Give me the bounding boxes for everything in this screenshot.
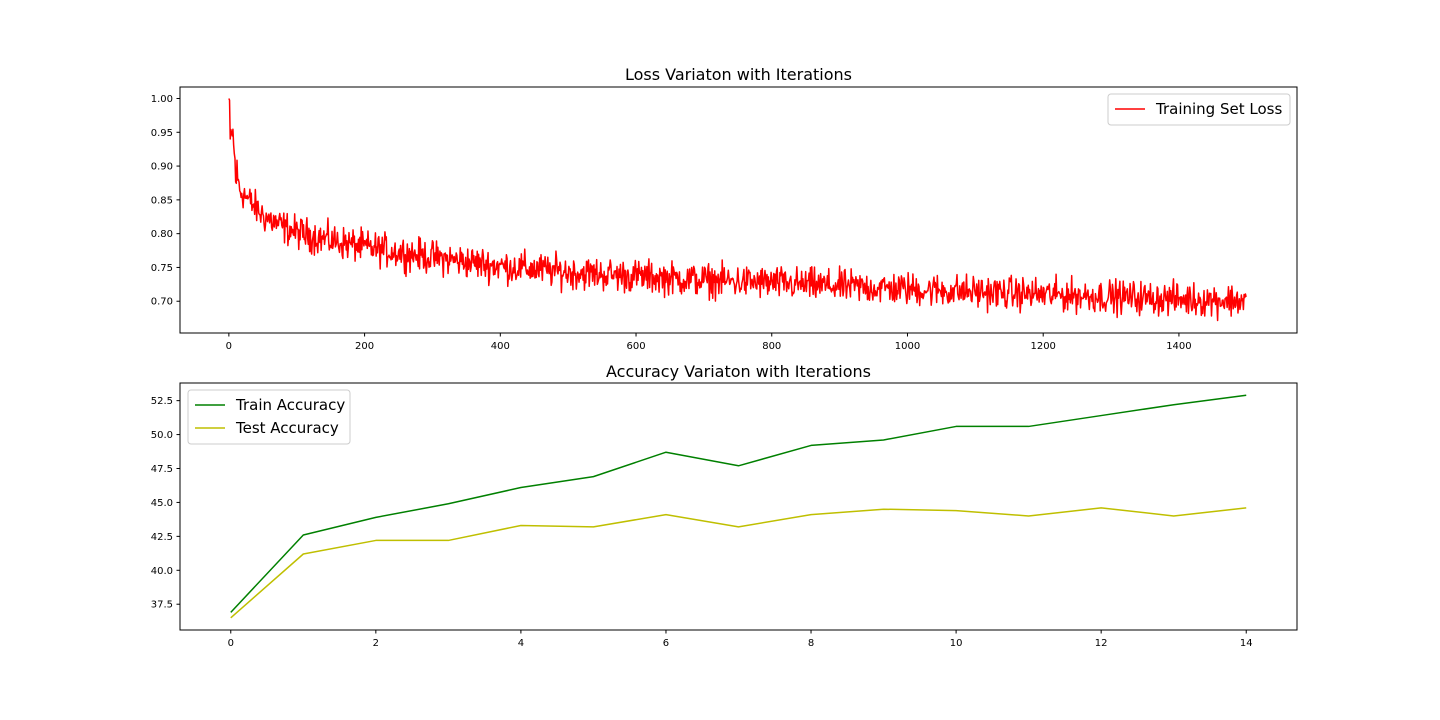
y-tick-label: 1.00	[151, 94, 173, 105]
legend-label: Test Accuracy	[235, 419, 339, 437]
x-tick-label: 4	[518, 638, 524, 649]
legend-box	[1107, 93, 1291, 126]
y-tick-label: 0.70	[151, 297, 173, 308]
x-tick-label: 1200	[1030, 341, 1055, 352]
plot-frame	[179, 86, 1298, 334]
y-tick-label: 47.5	[151, 464, 173, 475]
chart-panel-2: Accuracy Variaton with Iterations 0 2 4 6 8 10…	[151, 362, 1298, 649]
x-tick-label: 8	[808, 638, 814, 649]
x-tick-label: 800	[762, 341, 781, 352]
x-tick-label: 200	[355, 341, 374, 352]
x-tick-label: 1000	[895, 341, 920, 352]
legend: Training Set Loss	[1107, 93, 1291, 126]
y-tick-label: 0.90	[151, 162, 173, 173]
x-tick-label: 0	[228, 638, 234, 649]
x-tick-label: 2	[373, 638, 379, 649]
series-line-training-set-loss	[228, 98, 1247, 322]
x-tick-label: 14	[1240, 638, 1253, 649]
legend-box	[187, 389, 351, 445]
x-tick-label: 12	[1095, 638, 1108, 649]
x-tick-label: 400	[491, 341, 510, 352]
series-line-test-accuracy	[230, 507, 1247, 619]
x-tick-label: 1400	[1166, 341, 1191, 352]
legend-label: Train Accuracy	[235, 396, 345, 414]
x-tick-label: 0	[226, 341, 232, 352]
legend: Train Accuracy Test Accuracy	[187, 389, 351, 445]
y-tick-label: 45.0	[151, 498, 173, 509]
y-tick-label: 0.95	[151, 128, 173, 139]
x-tick-label: 600	[626, 341, 645, 352]
y-tick-label: 0.80	[151, 229, 173, 240]
y-tick-label: 50.0	[151, 430, 173, 441]
y-tick-label: 0.75	[151, 263, 173, 274]
chart-title: Loss Variaton with Iterations	[625, 65, 852, 84]
series-line-train-accuracy	[230, 394, 1247, 613]
y-tick-label: 37.5	[151, 600, 173, 611]
x-tick-label: 6	[663, 638, 669, 649]
chart-panel-1: Loss Variaton with Iterations 0 200 400 600 8…	[151, 65, 1298, 352]
chart-title: Accuracy Variaton with Iterations	[606, 362, 871, 381]
y-tick-label: 42.5	[151, 532, 173, 543]
plot-frame	[179, 382, 1298, 631]
y-tick-label: 40.0	[151, 566, 173, 577]
y-tick-label: 52.5	[151, 396, 173, 407]
x-tick-label: 10	[950, 638, 963, 649]
legend-label: Training Set Loss	[1155, 100, 1282, 118]
y-tick-label: 0.85	[151, 195, 173, 206]
